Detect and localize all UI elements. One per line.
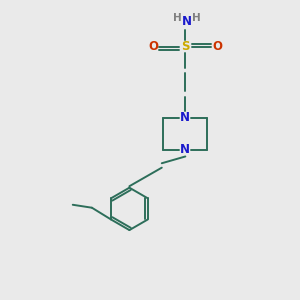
Text: O: O bbox=[213, 40, 223, 53]
Text: N: N bbox=[182, 15, 192, 28]
Text: N: N bbox=[180, 111, 190, 124]
Text: H: H bbox=[173, 13, 182, 23]
Text: N: N bbox=[180, 143, 190, 157]
Text: S: S bbox=[181, 40, 190, 53]
Text: O: O bbox=[148, 40, 158, 53]
Text: H: H bbox=[192, 13, 201, 23]
